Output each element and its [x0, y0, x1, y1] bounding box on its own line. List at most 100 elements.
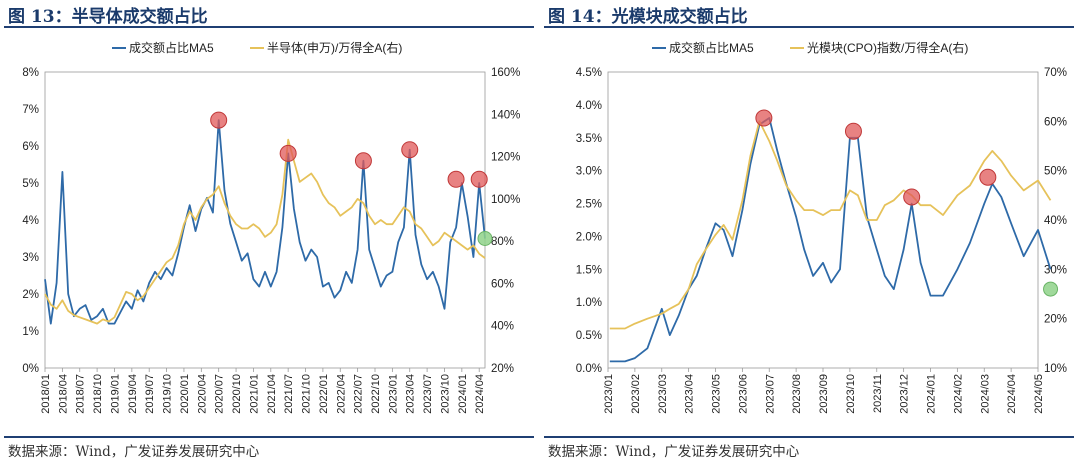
chart-panel-optical-module: 图 14：光模块成交额占比 0.0% 0.5% 1.0% 1.5% 2.0% 2.5% 3.… — [540, 0, 1080, 465]
right-tick-label: 140% — [491, 109, 520, 121]
x-tick-label: 2022/07 — [353, 374, 365, 414]
left-tick-label: 8% — [22, 67, 39, 79]
left-tick-label: 4.0% — [576, 100, 602, 112]
x-tick-label: 2023/12 — [899, 374, 911, 414]
right-tick-label: 160% — [491, 67, 520, 79]
x-tick-label: 2024/02 — [952, 374, 964, 414]
left-tick-label: 3% — [22, 252, 39, 264]
x-tick-label: 2019/10 — [162, 374, 174, 414]
x-tick-label: 2020/01 — [179, 374, 191, 414]
left-tick-label: 2.5% — [576, 199, 602, 211]
x-tick-label: 2023/07 — [764, 374, 776, 414]
x-tick-label: 2019/07 — [144, 374, 156, 414]
x-tick-label: 2019/04 — [127, 374, 139, 414]
left-tick-label: 2% — [22, 289, 39, 301]
x-tick-label: 2024/03 — [979, 374, 991, 414]
legend-label-ma5: 成交额占比MA5 — [129, 40, 214, 55]
right-tick-label: 60% — [1044, 116, 1067, 128]
x-tick-label: 2023/04 — [405, 374, 417, 414]
left-tick-label: 7% — [22, 104, 39, 116]
x-tick-label: 2024/05 — [1033, 374, 1045, 414]
x-tick-label: 2023/04 — [684, 374, 696, 414]
x-tick-label: 2023/03 — [657, 374, 669, 414]
x-tick-label: 2023/10 — [845, 374, 857, 414]
x-tick-label: 2021/10 — [301, 374, 313, 414]
current-marker — [477, 231, 493, 246]
right-tick-label: 80% — [491, 236, 514, 248]
legend-label-ratio: 半导体(申万)/万得全A(右) — [267, 40, 402, 55]
x-tick-label: 2018/01 — [40, 374, 52, 414]
peak-marker — [447, 170, 465, 188]
x-tick-label: 2021/04 — [266, 374, 278, 414]
x-tick-label: 2020/04 — [196, 374, 208, 414]
x-tick-label: 2023/01 — [387, 374, 399, 414]
left-tick-label: 3.0% — [576, 166, 602, 178]
peak-marker — [470, 170, 488, 188]
x-tick-label: 2018/10 — [92, 374, 104, 414]
left-tick-label: 5% — [22, 178, 39, 190]
left-tick-label: 2.0% — [576, 231, 602, 243]
figure-title: 图 14：光模块成交额占比 — [548, 7, 748, 27]
source-rule — [544, 436, 1074, 438]
x-tick-label: 2020/07 — [214, 374, 226, 414]
right-tick-label: 40% — [491, 321, 514, 333]
right-tick-label: 60% — [491, 278, 514, 290]
x-tick-label: 2021/07 — [283, 374, 295, 414]
x-tick-label: 2024/04 — [1006, 374, 1018, 414]
x-tick-label: 2023/06 — [737, 374, 749, 414]
right-tick-label: 70% — [1044, 67, 1067, 79]
x-tick-label: 2023/07 — [422, 374, 434, 414]
right-tick-label: 20% — [1044, 314, 1067, 326]
x-tick-label: 2019/01 — [109, 374, 121, 414]
series-line-ma5 — [609, 117, 1052, 363]
source-rule — [4, 436, 534, 438]
left-tick-label: 1% — [22, 326, 39, 338]
series-line-ratio — [44, 138, 486, 325]
chart-optical-module: 0.0% 0.5% 1.0% 1.5% 2.0% 2.5% 3.0% 3.5% 4.0% 4.5%… — [576, 40, 1067, 414]
peak-marker — [755, 109, 773, 127]
peak-marker — [279, 144, 297, 162]
x-tick-label: 2018/07 — [75, 374, 87, 414]
x-tick-label: 2023/01 — [603, 374, 615, 414]
plot-frame — [44, 71, 486, 369]
peak-marker — [903, 188, 921, 206]
chart-semiconductor: 0% 1% 2% 3% 4% 5% 6% 7% 8% 20% 40% 60% 80% 100% 120% 14… — [22, 40, 520, 414]
left-tick-label: 4.5% — [576, 67, 602, 79]
x-tick-label: 2023/05 — [711, 374, 723, 414]
source-note: 数据来源：Wind，广发证券发展研究中心 — [548, 444, 800, 460]
left-tick-label: 0.0% — [576, 363, 602, 375]
x-tick-label: 2023/02 — [630, 374, 642, 414]
left-tick-label: 4% — [22, 215, 39, 227]
plot-frame — [607, 71, 1039, 369]
legend-label-ma5: 成交额占比MA5 — [669, 40, 754, 55]
x-tick-label: 2020/10 — [231, 374, 243, 414]
right-tick-label: 100% — [491, 194, 520, 206]
right-tick-label: 50% — [1044, 166, 1067, 178]
right-tick-label: 10% — [1044, 363, 1067, 375]
x-tick-label: 2024/04 — [474, 374, 486, 414]
x-tick-label: 2022/01 — [318, 374, 330, 414]
peak-marker — [401, 141, 419, 159]
legend-label-ratio: 光模块(CPO)指数/万得全A(右) — [807, 40, 968, 55]
left-tick-label: 0% — [22, 363, 39, 375]
right-tick-label: 20% — [491, 363, 514, 375]
left-tick-label: 1.0% — [576, 297, 602, 309]
x-tick-label: 2023/11 — [872, 374, 884, 413]
current-marker — [1043, 281, 1059, 297]
series-line-ratio — [609, 120, 1052, 330]
left-tick-label: 1.5% — [576, 264, 602, 276]
left-tick-label: 0.5% — [576, 330, 602, 342]
right-tick-label: 30% — [1044, 264, 1067, 276]
right-tick-label: 120% — [491, 152, 520, 164]
chart-panel-semiconductor: 图 13：半导体成交额占比 0% 1% 2% 3% 4% 5% 6% 7% 8% 20% 40% 60… — [4, 7, 534, 460]
x-tick-label: 2022/10 — [370, 374, 382, 414]
x-tick-label: 2023/10 — [439, 374, 451, 414]
peak-marker — [844, 122, 862, 140]
x-tick-label: 2023/09 — [818, 374, 830, 414]
peak-marker — [354, 152, 372, 170]
x-tick-label: 2023/08 — [791, 374, 803, 414]
x-tick-label: 2022/04 — [335, 374, 347, 414]
source-note: 数据来源：Wind，广发证券发展研究中心 — [8, 444, 260, 460]
right-tick-label: 40% — [1044, 215, 1067, 227]
x-tick-label: 2024/01 — [457, 374, 469, 414]
